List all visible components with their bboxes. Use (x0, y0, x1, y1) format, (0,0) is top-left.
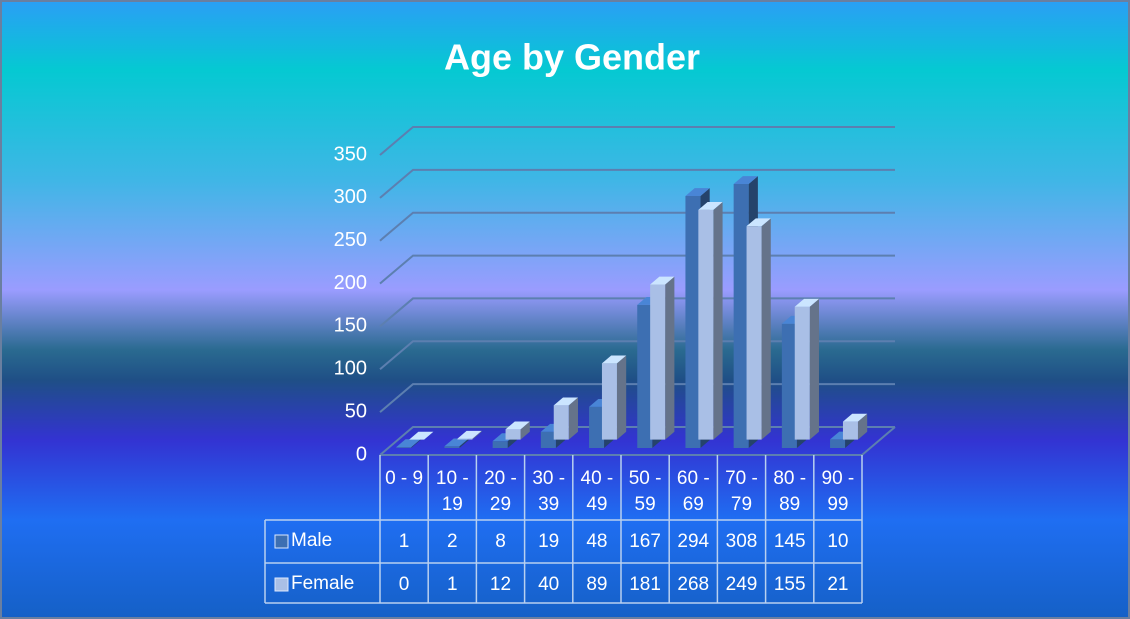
bar (457, 438, 473, 440)
y-tick-label: 0 (356, 443, 367, 465)
table-value: 89 (586, 574, 608, 595)
legend-key (274, 534, 289, 549)
y-tick-label: 100 (334, 358, 367, 380)
x-tick-label: 10 - 19 (435, 468, 469, 515)
bar-top (794, 298, 819, 307)
bar (842, 421, 858, 440)
bar (589, 406, 605, 448)
grid-line (379, 168, 895, 199)
bar-side (809, 298, 819, 440)
bar-top (409, 431, 434, 440)
bar (540, 431, 556, 448)
grid-line (379, 211, 895, 242)
y-tick-label: 250 (334, 229, 367, 251)
bar-top (685, 188, 710, 196)
table-value: 8 (495, 531, 506, 552)
x-tick-label: 20 - 29 (484, 468, 517, 515)
bar (746, 226, 762, 440)
bar (637, 304, 653, 448)
bar-side (459, 438, 469, 448)
table-value: 12 (489, 574, 512, 595)
x-tick-label: 90 - 99 (821, 468, 855, 515)
table-value: 308 (725, 531, 758, 552)
bar (698, 209, 714, 440)
table-value: 21 (827, 574, 849, 595)
x-tick-label: 60 - 69 (676, 468, 710, 515)
bar (396, 447, 412, 448)
bar (733, 184, 749, 448)
bar-top (650, 276, 675, 285)
legend-label: Male (291, 530, 333, 551)
table-value: 40 (538, 574, 560, 595)
bar-top (457, 430, 482, 439)
table-value: 2 (446, 531, 458, 552)
table-value: 167 (629, 531, 661, 552)
chart-title: Age by Gender (444, 37, 700, 78)
table-value: 1 (398, 531, 410, 552)
x-tick-label: 80 - 89 (773, 468, 807, 515)
table-value: 0 (398, 574, 410, 595)
bar-side (665, 276, 675, 440)
table-value: 10 (827, 531, 849, 552)
x-tick-label: 40 - 49 (580, 468, 614, 515)
table-value: 155 (773, 574, 806, 595)
bar (794, 306, 810, 440)
bar (781, 323, 797, 448)
bar-top (733, 176, 758, 184)
bar (505, 429, 521, 440)
bar (601, 363, 617, 440)
bar-top (396, 439, 421, 448)
bar-side (857, 413, 868, 440)
table-value: 1 (446, 574, 458, 595)
x-tick-label: 70 - 79 (725, 468, 758, 515)
grid-line (379, 254, 895, 285)
bar-side (713, 202, 723, 440)
table-value: 181 (629, 574, 661, 595)
legend-label: Female (291, 573, 355, 594)
bar (553, 405, 569, 440)
bar-top (746, 218, 771, 227)
bar-top (553, 397, 578, 406)
bar (444, 446, 460, 448)
table-value: 48 (586, 531, 608, 552)
bar (650, 284, 666, 440)
y-tick-label: 200 (334, 272, 367, 294)
table-value: 19 (538, 531, 560, 552)
y-tick-label: 50 (345, 400, 367, 422)
bar-top (505, 421, 530, 430)
y-tick-label: 350 (334, 143, 367, 165)
x-tick-label: 0 - 9 (385, 468, 424, 489)
bar-top (444, 438, 469, 447)
bar-top (842, 413, 868, 422)
bar (685, 196, 701, 448)
bar-side (472, 430, 482, 440)
bar-top (601, 355, 627, 364)
bar-side (520, 421, 530, 440)
bar (492, 441, 508, 448)
bar-top (698, 202, 723, 210)
y-tick-label: 150 (334, 315, 367, 337)
y-tick-label: 300 (334, 186, 367, 208)
table-value: 268 (677, 574, 710, 595)
x-tick-label: 30 - 39 (532, 468, 566, 515)
grid-line (379, 126, 895, 156)
bar-side (761, 218, 771, 440)
table-value: 249 (725, 574, 758, 595)
x-tick-label: 50 - 59 (628, 468, 662, 515)
legend-key (274, 577, 289, 592)
bar-side (568, 397, 578, 440)
bar-side (616, 355, 627, 440)
bar-side (411, 439, 421, 448)
table-value: 294 (677, 531, 710, 552)
table-value: 145 (773, 531, 806, 552)
bar (830, 439, 846, 448)
